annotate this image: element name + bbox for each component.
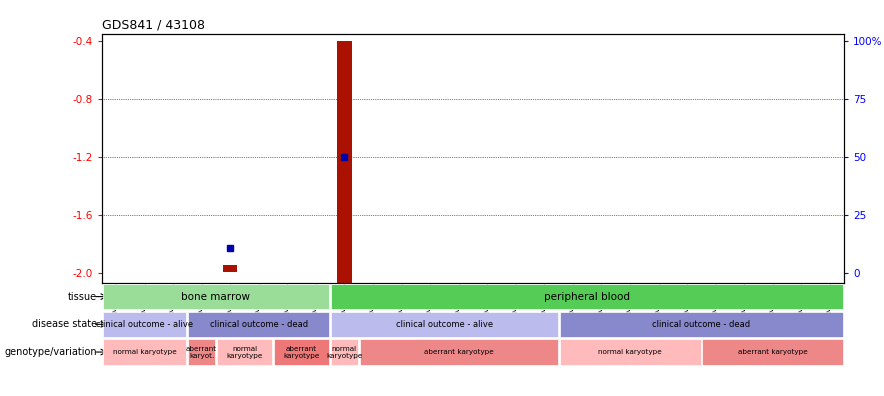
Text: aberrant karyotype: aberrant karyotype [738,349,808,355]
Text: aberrant
karyot.: aberrant karyot. [186,346,217,358]
Text: peripheral blood: peripheral blood [545,291,630,302]
Text: disease state: disease state [32,319,97,329]
Text: normal
karyotype: normal karyotype [226,346,263,358]
Text: clinical outcome - alive: clinical outcome - alive [96,320,193,329]
Text: normal
karyotype: normal karyotype [326,346,362,358]
Text: clinical outcome - dead: clinical outcome - dead [210,320,308,329]
Text: clinical outcome - alive: clinical outcome - alive [396,320,493,329]
Text: aberrant karyotype: aberrant karyotype [423,349,493,355]
Text: GDS841 / 43108: GDS841 / 43108 [102,18,205,31]
Text: bone marrow: bone marrow [181,291,250,302]
Text: aberrant
karyotype: aberrant karyotype [284,346,320,358]
Text: normal karyotype: normal karyotype [112,349,177,355]
Bar [337,41,352,283]
Text: clinical outcome - dead: clinical outcome - dead [652,320,751,329]
Text: tissue: tissue [68,291,97,302]
Bar [223,265,237,272]
Text: genotype/variation: genotype/variation [4,347,97,357]
Text: normal karyotype: normal karyotype [598,349,662,355]
